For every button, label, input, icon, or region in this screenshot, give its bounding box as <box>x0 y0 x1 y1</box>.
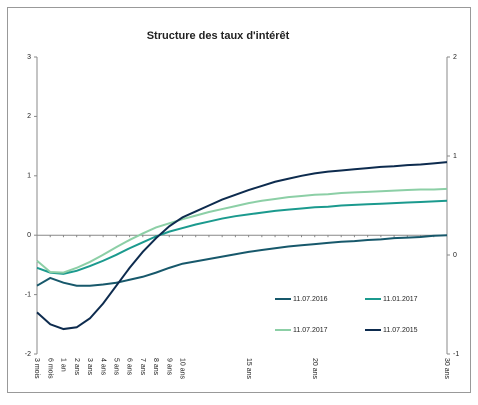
y2-tick-label: 1 <box>453 153 457 160</box>
x-tick-label: 15 ans <box>245 358 252 380</box>
x-tick-label: 1 an <box>60 358 67 372</box>
y-tick-label: 1 <box>27 173 31 180</box>
y2-tick-label: 0 <box>453 252 457 259</box>
x-tick-label: 10 ans <box>179 358 186 380</box>
x-tick-label: 6 ans <box>126 358 133 376</box>
y-tick-label: 2 <box>27 113 31 120</box>
x-tick-label: 3 ans <box>86 358 93 376</box>
series-line <box>36 161 448 331</box>
x-tick-label: 5 ans <box>113 358 120 376</box>
x-tick-label: 30 ans <box>443 358 450 380</box>
x-tick-label: 20 ans <box>311 358 318 380</box>
x-tick-label: 3 mois <box>33 358 40 379</box>
y-tick-label: -2 <box>25 351 31 358</box>
x-tick-label: 8 ans <box>152 358 159 376</box>
chart-frame <box>7 7 471 393</box>
x-tick-label: 6 mois <box>46 358 53 379</box>
series-line <box>36 187 448 274</box>
y-tick-label: -1 <box>25 291 31 298</box>
legend-label: 11.07.2015 <box>383 327 418 334</box>
legend-label: 11.07.2017 <box>293 327 328 334</box>
series-line <box>36 234 448 287</box>
y2-tick-label: -1 <box>453 351 459 358</box>
y-tick-label: 0 <box>27 232 31 239</box>
y-tick-label: 3 <box>27 54 31 61</box>
y2-tick-label: 2 <box>453 54 457 61</box>
series-line <box>36 199 448 275</box>
x-tick-label: 2 ans <box>73 358 80 376</box>
x-tick-label: 4 ans <box>99 358 106 376</box>
legend-label: 11.07.2016 <box>293 296 328 303</box>
legend-label: 11.01.2017 <box>383 296 418 303</box>
chart-title: Structure des taux d'intérêt <box>147 30 290 42</box>
x-tick-label: 7 ans <box>139 358 146 376</box>
x-tick-label: 9 ans <box>165 358 172 376</box>
